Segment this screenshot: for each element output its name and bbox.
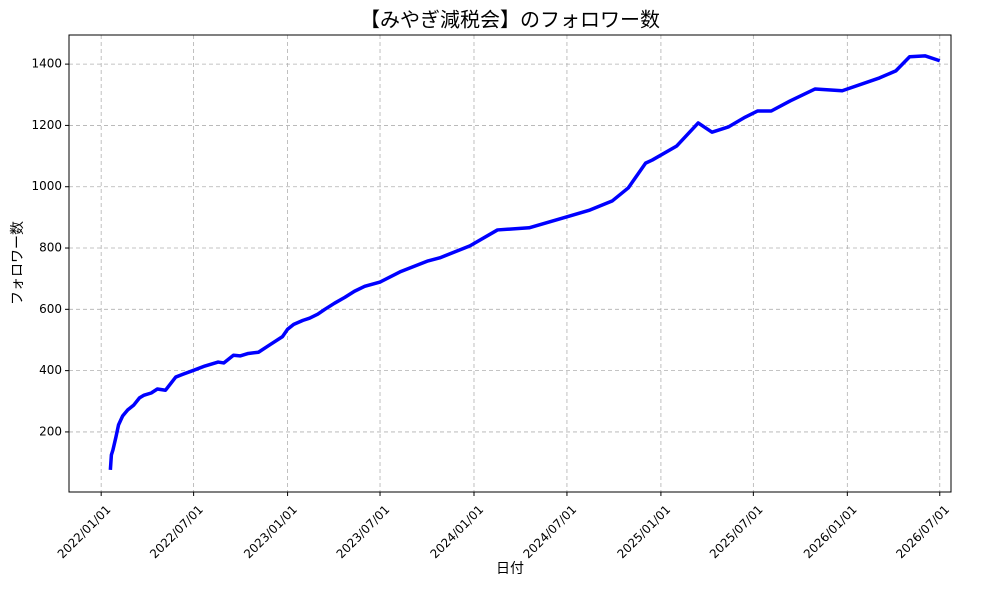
y-tick-label: 200 bbox=[39, 424, 62, 438]
plot-frame bbox=[68, 34, 952, 493]
y-tick-label: 400 bbox=[39, 363, 62, 377]
x-tick-label: 2022/07/01 bbox=[147, 502, 206, 561]
y-tick-label: 1400 bbox=[31, 57, 62, 71]
y-tick-label: 1000 bbox=[31, 179, 62, 193]
data-line bbox=[108, 54, 941, 471]
x-tick-label: 2023/07/01 bbox=[334, 502, 393, 561]
chart-title: 【みやぎ減税会】のフォロワー数 bbox=[360, 8, 660, 32]
y-tick-label: 1200 bbox=[31, 118, 62, 132]
x-tick-label: 2026/07/01 bbox=[893, 502, 952, 561]
x-axis-label: 日付 bbox=[496, 561, 524, 577]
y-tick-label: 800 bbox=[39, 241, 62, 255]
x-tick-label: 2022/01/01 bbox=[55, 502, 114, 561]
y-axis-label: フォロワー数 bbox=[10, 221, 26, 305]
y-tick-label: 600 bbox=[39, 302, 62, 316]
x-tick-label: 2026/01/01 bbox=[801, 502, 860, 561]
x-tick-label: 2025/07/01 bbox=[707, 502, 766, 561]
x-tick-label: 2025/01/01 bbox=[614, 502, 673, 561]
x-tick-label: 2023/01/01 bbox=[241, 502, 300, 561]
x-tick-label: 2024/01/01 bbox=[428, 502, 487, 561]
x-tick-label: 2024/07/01 bbox=[520, 502, 579, 561]
